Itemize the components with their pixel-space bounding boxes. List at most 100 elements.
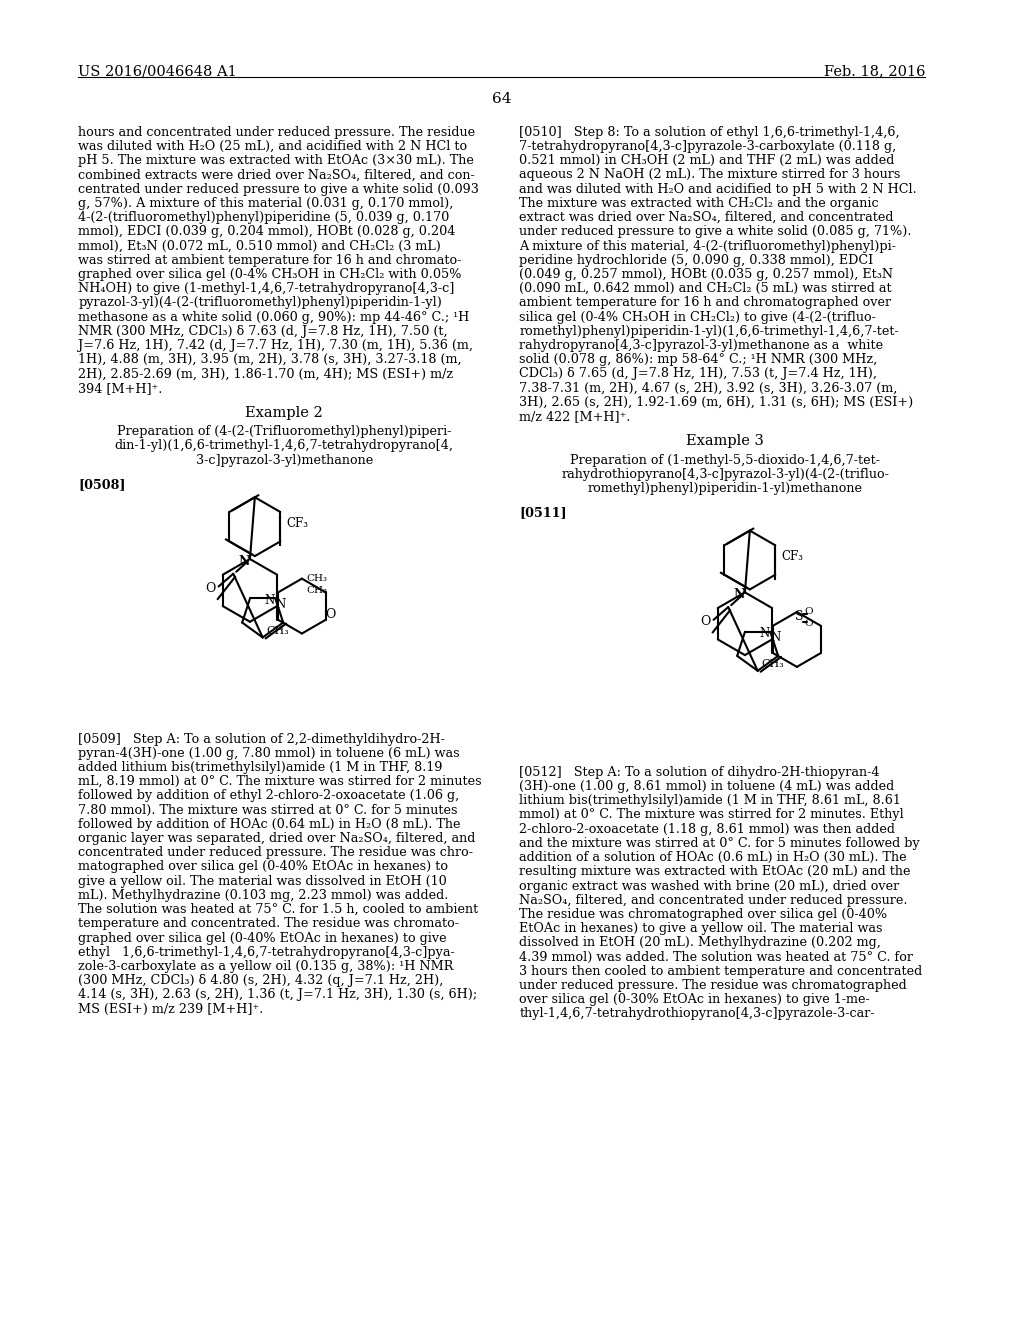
Text: resulting mixture was extracted with EtOAc (20 mL) and the: resulting mixture was extracted with EtO…	[519, 866, 911, 878]
Text: [0512]   Step A: To a solution of dihydro-2H-thiopyran-4: [0512] Step A: To a solution of dihydro-…	[519, 766, 880, 779]
Text: 394 [M+H]⁺.: 394 [M+H]⁺.	[79, 381, 163, 395]
Text: Feb. 18, 2016: Feb. 18, 2016	[823, 65, 926, 78]
Text: CF₃: CF₃	[781, 550, 803, 564]
Text: romethyl)phenyl)piperidin-1-yl)methanone: romethyl)phenyl)piperidin-1-yl)methanone	[588, 482, 863, 495]
Text: g, 57%). A mixture of this material (0.031 g, 0.170 mmol),: g, 57%). A mixture of this material (0.0…	[79, 197, 454, 210]
Text: ethyl   1,6,6-trimethyl-1,4,6,7-tetrahydropyrano[4,3-c]pya-: ethyl 1,6,6-trimethyl-1,4,6,7-tetrahydro…	[79, 945, 455, 958]
Text: 4-(2-(trifluoromethyl)phenyl)piperidine (5, 0.039 g, 0.170: 4-(2-(trifluoromethyl)phenyl)piperidine …	[79, 211, 450, 224]
Text: 7.80 mmol). The mixture was stirred at 0° C. for 5 minutes: 7.80 mmol). The mixture was stirred at 0…	[79, 804, 458, 817]
Text: CDCl₃) δ 7.65 (d, J=7.8 Hz, 1H), 7.53 (t, J=7.4 Hz, 1H),: CDCl₃) δ 7.65 (d, J=7.8 Hz, 1H), 7.53 (t…	[519, 367, 878, 380]
Text: romethyl)phenyl)piperidin-1-yl)(1,6,6-trimethyl-1,4,6,7-tet-: romethyl)phenyl)piperidin-1-yl)(1,6,6-tr…	[519, 325, 899, 338]
Text: 4.39 mmol) was added. The solution was heated at 75° C. for: 4.39 mmol) was added. The solution was h…	[519, 950, 913, 964]
Text: (300 MHz, CDCl₃) δ 4.80 (s, 2H), 4.32 (q, J=7.1 Hz, 2H),: (300 MHz, CDCl₃) δ 4.80 (s, 2H), 4.32 (q…	[79, 974, 443, 987]
Text: 64: 64	[493, 91, 512, 106]
Text: pyran-4(3H)-one (1.00 g, 7.80 mmol) in toluene (6 mL) was: pyran-4(3H)-one (1.00 g, 7.80 mmol) in t…	[79, 747, 460, 760]
Text: [0508]: [0508]	[79, 478, 126, 491]
Text: centrated under reduced pressure to give a white solid (0.093: centrated under reduced pressure to give…	[79, 182, 479, 195]
Text: N: N	[264, 594, 274, 607]
Text: J=7.6 Hz, 1H), 7.42 (d, J=7.7 Hz, 1H), 7.30 (m, 1H), 5.36 (m,: J=7.6 Hz, 1H), 7.42 (d, J=7.7 Hz, 1H), 7…	[79, 339, 473, 352]
Text: under reduced pressure. The residue was chromatographed: under reduced pressure. The residue was …	[519, 979, 907, 993]
Text: O: O	[804, 607, 813, 616]
Text: concentrated under reduced pressure. The residue was chro-: concentrated under reduced pressure. The…	[79, 846, 473, 859]
Text: extract was dried over Na₂SO₄, filtered, and concentrated: extract was dried over Na₂SO₄, filtered,…	[519, 211, 894, 224]
Text: solid (0.078 g, 86%): mp 58-64° C.; ¹H NMR (300 MHz,: solid (0.078 g, 86%): mp 58-64° C.; ¹H N…	[519, 354, 878, 366]
Text: silica gel (0-4% CH₃OH in CH₂Cl₂) to give (4-(2-(trifluo-: silica gel (0-4% CH₃OH in CH₂Cl₂) to giv…	[519, 310, 877, 323]
Text: MS (ESI+) m/z 239 [M+H]⁺.: MS (ESI+) m/z 239 [M+H]⁺.	[79, 1003, 263, 1015]
Text: Example 3: Example 3	[686, 434, 764, 447]
Text: 0.521 mmol) in CH₃OH (2 mL) and THF (2 mL) was added: 0.521 mmol) in CH₃OH (2 mL) and THF (2 m…	[519, 154, 895, 168]
Text: graphed over silica gel (0-40% EtOAc in hexanes) to give: graphed over silica gel (0-40% EtOAc in …	[79, 932, 447, 945]
Text: 2-chloro-2-oxoacetate (1.18 g, 8.61 mmol) was then added: 2-chloro-2-oxoacetate (1.18 g, 8.61 mmol…	[519, 822, 895, 836]
Text: (0.049 g, 0.257 mmol), HOBt (0.035 g, 0.257 mmol), Et₃N: (0.049 g, 0.257 mmol), HOBt (0.035 g, 0.…	[519, 268, 894, 281]
Text: [0509]   Step A: To a solution of 2,2-dimethyldihydro-2H-: [0509] Step A: To a solution of 2,2-dime…	[79, 733, 445, 746]
Text: Preparation of (4-(2-(Trifluoromethyl)phenyl)piperi-: Preparation of (4-(2-(Trifluoromethyl)ph…	[117, 425, 452, 438]
Text: din-1-yl)(1,6,6-trimethyl-1,4,6,7-tetrahydropyrano[4,: din-1-yl)(1,6,6-trimethyl-1,4,6,7-tetrah…	[115, 440, 454, 453]
Text: The solution was heated at 75° C. for 1.5 h, cooled to ambient: The solution was heated at 75° C. for 1.…	[79, 903, 478, 916]
Text: 4.14 (s, 3H), 2.63 (s, 2H), 1.36 (t, J=7.1 Hz, 3H), 1.30 (s, 6H);: 4.14 (s, 3H), 2.63 (s, 2H), 1.36 (t, J=7…	[79, 989, 477, 1002]
Text: m/z 422 [M+H]⁺.: m/z 422 [M+H]⁺.	[519, 411, 631, 422]
Text: mL). Methylhydrazine (0.103 mg, 2.23 mmol) was added.: mL). Methylhydrazine (0.103 mg, 2.23 mmo…	[79, 888, 449, 902]
Text: 7-tetrahydropyrano[4,3-c]pyrazole-3-carboxylate (0.118 g,: 7-tetrahydropyrano[4,3-c]pyrazole-3-carb…	[519, 140, 897, 153]
Text: zole-3-carboxylate as a yellow oil (0.135 g, 38%): ¹H NMR: zole-3-carboxylate as a yellow oil (0.13…	[79, 960, 454, 973]
Text: 2H), 2.85-2.69 (m, 3H), 1.86-1.70 (m, 4H); MS (ESI+) m/z: 2H), 2.85-2.69 (m, 3H), 1.86-1.70 (m, 4H…	[79, 367, 454, 380]
Text: O: O	[804, 619, 813, 628]
Text: Preparation of (1-methyl-5,5-dioxido-1,4,6,7-tet-: Preparation of (1-methyl-5,5-dioxido-1,4…	[570, 454, 881, 467]
Text: 3H), 2.65 (s, 2H), 1.92-1.69 (m, 6H), 1.31 (s, 6H); MS (ESI+): 3H), 2.65 (s, 2H), 1.92-1.69 (m, 6H), 1.…	[519, 396, 913, 409]
Text: organic extract was washed with brine (20 mL), dried over: organic extract was washed with brine (2…	[519, 879, 900, 892]
Text: aqueous 2 N NaOH (2 mL). The mixture stirred for 3 hours: aqueous 2 N NaOH (2 mL). The mixture sti…	[519, 169, 901, 181]
Text: CH₃: CH₃	[266, 626, 289, 636]
Text: mmol) at 0° C. The mixture was stirred for 2 minutes. Ethyl: mmol) at 0° C. The mixture was stirred f…	[519, 808, 904, 821]
Text: dissolved in EtOH (20 mL). Methylhydrazine (0.202 mg,: dissolved in EtOH (20 mL). Methylhydrazi…	[519, 936, 882, 949]
Text: [0510]   Step 8: To a solution of ethyl 1,6,6-trimethyl-1,4,6,: [0510] Step 8: To a solution of ethyl 1,…	[519, 125, 900, 139]
Text: give a yellow oil. The material was dissolved in EtOH (10: give a yellow oil. The material was diss…	[79, 875, 447, 887]
Text: followed by addition of HOAc (0.64 mL) in H₂O (8 mL). The: followed by addition of HOAc (0.64 mL) i…	[79, 818, 461, 830]
Text: addition of a solution of HOAc (0.6 mL) in H₂O (30 mL). The: addition of a solution of HOAc (0.6 mL) …	[519, 851, 907, 865]
Text: and the mixture was stirred at 0° C. for 5 minutes followed by: and the mixture was stirred at 0° C. for…	[519, 837, 921, 850]
Text: CH₃: CH₃	[307, 586, 328, 595]
Text: Na₂SO₄, filtered, and concentrated under reduced pressure.: Na₂SO₄, filtered, and concentrated under…	[519, 894, 908, 907]
Text: N: N	[239, 554, 250, 568]
Text: EtOAc in hexanes) to give a yellow oil. The material was: EtOAc in hexanes) to give a yellow oil. …	[519, 923, 883, 935]
Text: under reduced pressure to give a white solid (0.085 g, 71%).: under reduced pressure to give a white s…	[519, 226, 912, 239]
Text: Example 2: Example 2	[246, 405, 324, 420]
Text: 3 hours then cooled to ambient temperature and concentrated: 3 hours then cooled to ambient temperatu…	[519, 965, 923, 978]
Text: N: N	[733, 587, 744, 601]
Text: lithium bis(trimethylsilyl)amide (1 M in THF, 8.61 mL, 8.61: lithium bis(trimethylsilyl)amide (1 M in…	[519, 795, 901, 808]
Text: The mixture was extracted with CH₂Cl₂ and the organic: The mixture was extracted with CH₂Cl₂ an…	[519, 197, 880, 210]
Text: rahydrothiopyrano[4,3-c]pyrazol-3-yl)(4-(2-(trifluo-: rahydrothiopyrano[4,3-c]pyrazol-3-yl)(4-…	[561, 467, 889, 480]
Text: peridine hydrochloride (5, 0.090 g, 0.338 mmol), EDCI: peridine hydrochloride (5, 0.090 g, 0.33…	[519, 253, 873, 267]
Text: was stirred at ambient temperature for 16 h and chromato-: was stirred at ambient temperature for 1…	[79, 253, 462, 267]
Text: N: N	[760, 627, 770, 640]
Text: 7.38-7.31 (m, 2H), 4.67 (s, 2H), 3.92 (s, 3H), 3.26-3.07 (m,: 7.38-7.31 (m, 2H), 4.67 (s, 2H), 3.92 (s…	[519, 381, 898, 395]
Text: O: O	[700, 615, 711, 628]
Text: rahydropyrano[4,3-c]pyrazol-3-yl)methanone as a  white: rahydropyrano[4,3-c]pyrazol-3-yl)methano…	[519, 339, 884, 352]
Text: NH₄OH) to give (1-methyl-1,4,6,7-tetrahydropyrano[4,3-c]: NH₄OH) to give (1-methyl-1,4,6,7-tetrahy…	[79, 282, 455, 296]
Text: over silica gel (0-30% EtOAc in hexanes) to give 1-me-: over silica gel (0-30% EtOAc in hexanes)…	[519, 993, 870, 1006]
Text: N: N	[770, 631, 780, 644]
Text: O: O	[326, 609, 336, 622]
Text: followed by addition of ethyl 2-chloro-2-oxoacetate (1.06 g,: followed by addition of ethyl 2-chloro-2…	[79, 789, 460, 803]
Text: ambient temperature for 16 h and chromatographed over: ambient temperature for 16 h and chromat…	[519, 297, 892, 309]
Text: [0511]: [0511]	[519, 506, 567, 519]
Text: NMR (300 MHz, CDCl₃) δ 7.63 (d, J=7.8 Hz, 1H), 7.50 (t,: NMR (300 MHz, CDCl₃) δ 7.63 (d, J=7.8 Hz…	[79, 325, 449, 338]
Text: CH₃: CH₃	[307, 574, 328, 583]
Text: pyrazol-3-yl)(4-(2-(trifluoromethyl)phenyl)piperidin-1-yl): pyrazol-3-yl)(4-(2-(trifluoromethyl)phen…	[79, 297, 442, 309]
Text: methasone as a white solid (0.060 g, 90%): mp 44-46° C.; ¹H: methasone as a white solid (0.060 g, 90%…	[79, 310, 470, 323]
Text: CH₃: CH₃	[761, 659, 783, 669]
Text: O: O	[206, 582, 216, 595]
Text: 3-c]pyrazol-3-yl)methanone: 3-c]pyrazol-3-yl)methanone	[196, 454, 373, 467]
Text: temperature and concentrated. The residue was chromato-: temperature and concentrated. The residu…	[79, 917, 460, 931]
Text: (3H)-one (1.00 g, 8.61 mmol) in toluene (4 mL) was added: (3H)-one (1.00 g, 8.61 mmol) in toluene …	[519, 780, 895, 793]
Text: US 2016/0046648 A1: US 2016/0046648 A1	[79, 65, 238, 78]
Text: hours and concentrated under reduced pressure. The residue: hours and concentrated under reduced pre…	[79, 125, 475, 139]
Text: pH 5. The mixture was extracted with EtOAc (3×30 mL). The: pH 5. The mixture was extracted with EtO…	[79, 154, 474, 168]
Text: 1H), 4.88 (m, 3H), 3.95 (m, 2H), 3.78 (s, 3H), 3.27-3.18 (m,: 1H), 4.88 (m, 3H), 3.95 (m, 2H), 3.78 (s…	[79, 354, 462, 366]
Text: (0.090 mL, 0.642 mmol) and CH₂Cl₂ (5 mL) was stirred at: (0.090 mL, 0.642 mmol) and CH₂Cl₂ (5 mL)…	[519, 282, 892, 296]
Text: combined extracts were dried over Na₂SO₄, filtered, and con-: combined extracts were dried over Na₂SO₄…	[79, 169, 475, 181]
Text: matographed over silica gel (0-40% EtOAc in hexanes) to: matographed over silica gel (0-40% EtOAc…	[79, 861, 449, 874]
Text: added lithium bis(trimethylsilyl)amide (1 M in THF, 8.19: added lithium bis(trimethylsilyl)amide (…	[79, 760, 443, 774]
Text: The residue was chromatographed over silica gel (0-40%: The residue was chromatographed over sil…	[519, 908, 888, 921]
Text: graphed over silica gel (0-4% CH₃OH in CH₂Cl₂ with 0.05%: graphed over silica gel (0-4% CH₃OH in C…	[79, 268, 462, 281]
Text: thyl-1,4,6,7-tetrahydrothiopyrano[4,3-c]pyrazole-3-car-: thyl-1,4,6,7-tetrahydrothiopyrano[4,3-c]…	[519, 1007, 876, 1020]
Text: mmol), Et₃N (0.072 mL, 0.510 mmol) and CH₂Cl₂ (3 mL): mmol), Et₃N (0.072 mL, 0.510 mmol) and C…	[79, 239, 441, 252]
